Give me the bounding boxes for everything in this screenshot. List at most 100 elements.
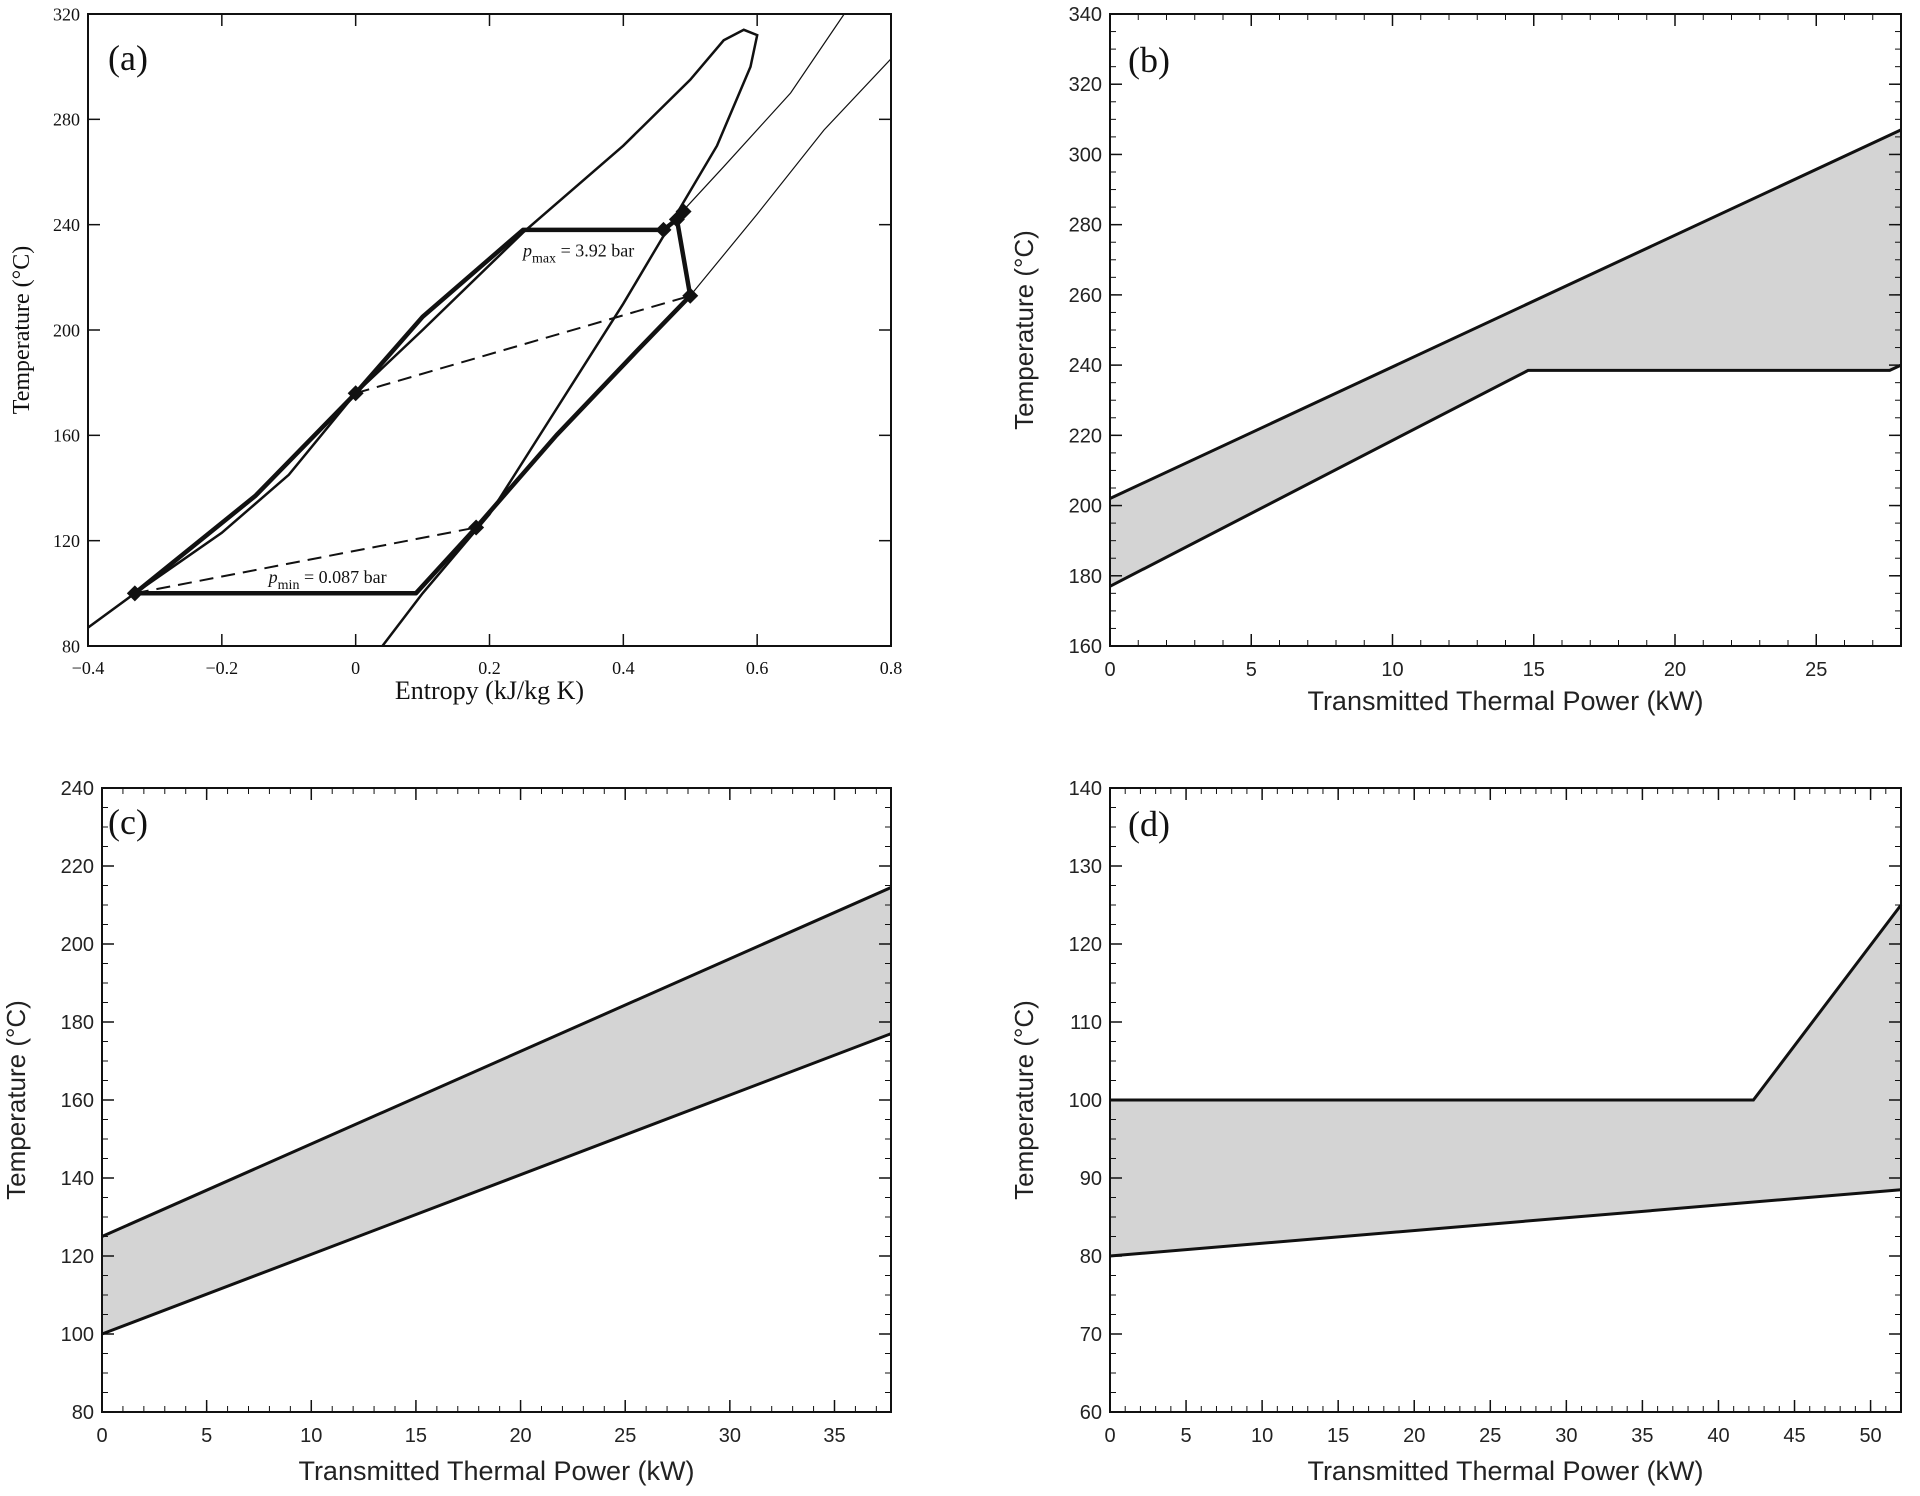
x-tick-label: 15: [1523, 659, 1545, 681]
y-tick-label: 100: [61, 1324, 94, 1346]
x-tick-label: 30: [1555, 1425, 1577, 1447]
x-tick-label: 5: [1180, 1425, 1191, 1447]
panel-label: (b): [1128, 40, 1170, 80]
x-axis-label: Transmitted Thermal Power (kW): [1307, 1456, 1703, 1486]
y-tick-label: 200: [53, 320, 80, 340]
x-tick-label: 40: [1707, 1425, 1729, 1447]
y-tick-label: 280: [1069, 215, 1102, 237]
y-axis-label: Temperature (°C): [1009, 1000, 1039, 1200]
series-cycle-thick-3: [133, 217, 693, 596]
y-tick-label: 300: [1069, 144, 1102, 166]
state-point-marker: [655, 221, 672, 238]
y-tick-label: 240: [61, 778, 94, 800]
y-tick-label: 140: [61, 1168, 94, 1190]
y-tick-label: 180: [61, 1012, 94, 1034]
series-dashed-4: [355, 294, 691, 395]
y-tick-label: 320: [53, 4, 80, 24]
state-point-marker: [126, 585, 143, 602]
x-tick-label: 0: [1104, 1425, 1115, 1447]
x-tick-label: 0: [351, 658, 360, 678]
x-tick-label: 25: [1805, 659, 1827, 681]
series-saturation-dome-0: [87, 28, 759, 647]
upper-temperature-line: [101, 886, 892, 1238]
series-dashed-5: [134, 526, 477, 595]
state-point-marker: [347, 385, 364, 402]
y-tick-label: 220: [1069, 425, 1102, 447]
y-tick-label: 240: [53, 215, 80, 235]
y-tick-label: 160: [53, 426, 80, 446]
pressure-annotation: pmin = 0.087 bar: [267, 567, 387, 593]
panel-label: (d): [1128, 804, 1170, 844]
shaded-band: [102, 887, 891, 1334]
y-tick-label: 80: [72, 1402, 94, 1424]
x-tick-label: 20: [1403, 1425, 1425, 1447]
shaded-band: [1110, 905, 1901, 1256]
state-point-marker: [468, 519, 485, 536]
x-tick-label: 5: [1246, 659, 1257, 681]
pressure-annotation: pmax = 3.92 bar: [521, 240, 634, 266]
y-tick-label: 110: [1070, 1012, 1102, 1034]
upper-temperature-line: [1110, 904, 1903, 1102]
y-tick-label: 60: [1080, 1402, 1102, 1424]
y-tick-label: 160: [61, 1090, 94, 1112]
y-tick-label: 70: [1080, 1324, 1102, 1346]
x-tick-label: 30: [719, 1425, 741, 1447]
y-tick-label: 200: [61, 934, 94, 956]
x-tick-label: 35: [1631, 1425, 1653, 1447]
x-tick-label: 50: [1859, 1425, 1881, 1447]
x-tick-label: 0.8: [880, 658, 903, 678]
x-axis-label: Entropy (kJ/kg K): [395, 676, 584, 705]
x-tick-label: 45: [1783, 1425, 1805, 1447]
y-tick-label: 320: [1069, 74, 1102, 96]
panel-label: (a): [108, 38, 148, 78]
lower-temperature-line: [101, 1032, 892, 1336]
x-tick-label: −0.2: [206, 658, 239, 678]
x-tick-label: 15: [405, 1425, 427, 1447]
y-tick-label: 120: [61, 1246, 94, 1268]
shaded-band: [1110, 129, 1901, 587]
y-tick-label: 130: [1069, 856, 1102, 878]
chart-panel-4: 0 5 10 15 20 25 30 35 40 45 50 60 70 80 90 100 110 120 130…: [1009, 778, 1903, 1486]
series-isobar-thin-1: [669, 13, 845, 226]
x-tick-label: 20: [1664, 659, 1686, 681]
upper-temperature-line: [1109, 128, 1902, 500]
y-axis-label: Temperature (°C): [1009, 230, 1039, 430]
x-tick-label: 20: [509, 1425, 531, 1447]
chart-panel-1: −0.4 −0.2 0 0.2 0.4 0.6 0.8 80 120 160 200 240 280 32…: [9, 4, 902, 705]
x-axis-label: Transmitted Thermal Power (kW): [1307, 686, 1703, 716]
x-tick-label: 10: [300, 1425, 322, 1447]
series-isobar-thin-2: [689, 58, 892, 297]
chart-panel-3: 0 5 10 15 20 25 30 35 80 100 120 140 160 180 200 220 240…: [1, 778, 892, 1486]
panel-label: (c): [108, 802, 148, 842]
y-tick-label: 260: [1069, 285, 1102, 307]
y-tick-label: 180: [1069, 566, 1102, 588]
x-tick-label: −0.4: [72, 658, 105, 678]
y-axis-label: Temperature (°C): [1, 1000, 31, 1200]
y-tick-label: 90: [1080, 1168, 1102, 1190]
x-tick-label: 15: [1327, 1425, 1349, 1447]
plot-frame: [87, 13, 892, 647]
y-tick-label: 80: [62, 636, 80, 656]
y-tick-label: 220: [61, 856, 94, 878]
state-point-marker: [675, 203, 692, 220]
y-tick-label: 80: [1080, 1246, 1102, 1268]
state-point-marker: [682, 287, 699, 304]
y-tick-label: 240: [1069, 355, 1102, 377]
y-tick-label: 340: [1069, 4, 1102, 26]
x-tick-label: 25: [614, 1425, 636, 1447]
y-axis-label: Temperature (°C): [9, 246, 35, 415]
lower-temperature-line: [1109, 1188, 1902, 1258]
x-tick-label: 10: [1381, 659, 1403, 681]
x-tick-label: 25: [1479, 1425, 1501, 1447]
x-tick-label: 0.2: [478, 658, 501, 678]
y-tick-label: 140: [1069, 778, 1102, 800]
lower-temperature-line: [1109, 363, 1902, 588]
x-tick-label: 10: [1251, 1425, 1273, 1447]
x-tick-label: 0: [1104, 659, 1115, 681]
y-tick-label: 160: [1069, 636, 1102, 658]
x-tick-label: 0: [96, 1425, 107, 1447]
x-tick-label: 0.4: [612, 658, 635, 678]
x-tick-label: 0.6: [746, 658, 769, 678]
y-tick-label: 120: [1069, 934, 1102, 956]
